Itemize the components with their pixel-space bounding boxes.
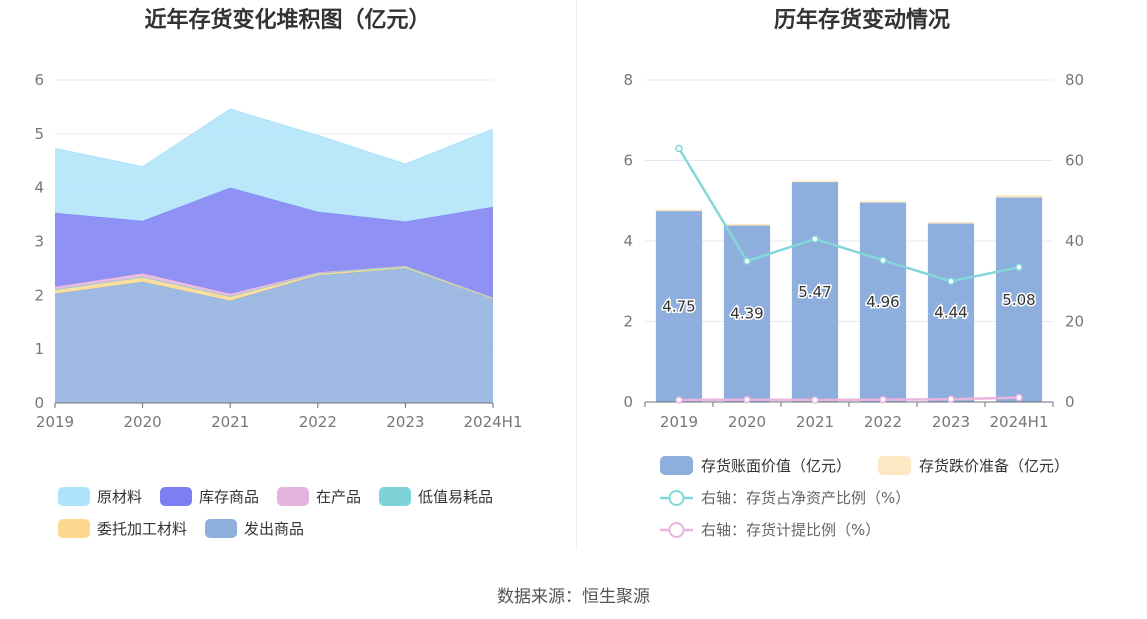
legend-label: 右轴：存货计提比例（%）	[701, 521, 880, 539]
bar-impairment	[927, 222, 975, 224]
area-原材料	[55, 109, 493, 222]
legend-swatch	[878, 456, 911, 475]
bar-impairment	[791, 180, 839, 183]
line-provision-ratio	[678, 396, 1020, 402]
bar-impairment	[995, 195, 1043, 198]
legend-label: 右轴：存货占净资产比例（%）	[701, 489, 910, 507]
area-edge-库存商品	[54, 187, 494, 223]
line-point	[675, 396, 683, 404]
bar-book-value	[859, 202, 907, 402]
x-tick-label: 2022	[864, 413, 902, 431]
bar-value-label: 4.96	[866, 293, 899, 311]
legend-label: 存货账面价值（亿元）	[701, 457, 851, 475]
data-source-note: 数据来源：恒生聚源	[497, 587, 650, 607]
line-point	[811, 396, 819, 404]
legend-swatch	[379, 487, 411, 506]
bar-impairment	[655, 209, 703, 212]
area-发出商品	[55, 268, 493, 403]
y-tick-label: 3	[34, 233, 44, 251]
x-tick-label: 2019	[660, 413, 698, 431]
bar-value-label: 5.47	[798, 283, 831, 301]
y-tick-label: 2	[34, 286, 44, 304]
y2-tick-label: 40	[1065, 232, 1084, 250]
legend-swatch	[58, 487, 90, 506]
right-chart-title: 历年存货变动情况	[773, 8, 950, 33]
legend-label: 委托加工材料	[97, 520, 187, 538]
x-tick-label: 2020	[124, 413, 162, 431]
bar-impairment	[723, 224, 771, 226]
line-point	[879, 395, 887, 404]
left-chart-title: 近年存货变化堆积图（亿元）	[144, 8, 431, 33]
x-tick-label: 2019	[36, 413, 74, 431]
line-point	[811, 235, 819, 243]
legend-label: 发出商品	[244, 520, 304, 538]
line-point	[743, 257, 751, 265]
x-tick-label: 2023	[932, 413, 970, 431]
line-point	[879, 256, 887, 265]
line-point	[1015, 263, 1023, 271]
y-tick-label: 4	[34, 179, 44, 197]
bar-book-value	[723, 225, 771, 402]
y-tick-label: 0	[34, 394, 44, 412]
panel-divider	[576, 0, 577, 550]
legend-label: 低值易耗品	[418, 488, 493, 506]
line-point	[947, 395, 955, 403]
x-tick-label: 2022	[299, 413, 337, 431]
y-tick-label: 8	[623, 71, 633, 89]
y2-tick-label: 20	[1065, 313, 1084, 331]
inventory-chart-legend: 存货账面价值（亿元） 存货跌价准备（亿元） 右轴：存货占净资产比例（%） 右轴：存货计…	[660, 456, 1069, 539]
area-edge-原材料	[54, 108, 494, 168]
bar-book-value	[927, 223, 975, 402]
x-tick-label: 2021	[211, 413, 249, 431]
bar-value-label: 4.39	[730, 305, 763, 323]
x-tick-label: 2024H1	[990, 413, 1049, 431]
bar-value-label: 4.75	[662, 297, 695, 315]
line-point	[1015, 393, 1023, 402]
bar-value-label: 5.08	[1002, 291, 1035, 309]
x-tick-label: 2023	[386, 413, 424, 431]
legend-marker	[668, 490, 685, 506]
bar-value-label: 4.44	[934, 304, 967, 322]
line-point	[675, 144, 683, 153]
line-net-asset-ratio	[677, 147, 1020, 283]
y2-tick-label: 60	[1065, 152, 1084, 170]
y2-tick-label: 80	[1065, 71, 1084, 89]
line-point	[947, 277, 955, 285]
legend-swatch	[660, 456, 693, 475]
y-tick-label: 2	[623, 313, 633, 331]
y-tick-label: 5	[34, 125, 44, 143]
legend-label: 在产品	[316, 488, 361, 506]
y-tick-label: 6	[34, 71, 44, 89]
bar-book-value	[655, 210, 703, 402]
x-tick-label: 2021	[796, 413, 834, 431]
line-point	[743, 395, 751, 404]
x-tick-label: 2020	[728, 413, 766, 431]
legend-swatch	[160, 487, 192, 506]
legend-swatch	[58, 519, 90, 538]
area-库存商品	[55, 187, 493, 298]
bar-impairment	[859, 201, 907, 203]
legend-label: 原材料	[97, 488, 142, 506]
legend-swatch	[205, 519, 237, 538]
y2-tick-label: 0	[1065, 393, 1075, 411]
y-tick-label: 0	[623, 393, 633, 411]
y-tick-label: 1	[34, 340, 44, 358]
y-tick-label: 4	[623, 232, 633, 250]
legend-label: 存货跌价准备（亿元）	[919, 457, 1069, 475]
bar-book-value	[995, 197, 1043, 402]
legend-label: 库存商品	[199, 488, 259, 506]
stacked-area-chart: 0 1 2 3 4 5 6 2019 2020 2021 2022 2023 2024H1	[34, 71, 522, 431]
bar-book-value	[791, 181, 839, 402]
y-tick-label: 6	[623, 152, 633, 170]
legend-swatch	[277, 487, 309, 506]
x-tick-label: 2024H1	[464, 413, 523, 431]
legend-marker	[668, 522, 685, 538]
